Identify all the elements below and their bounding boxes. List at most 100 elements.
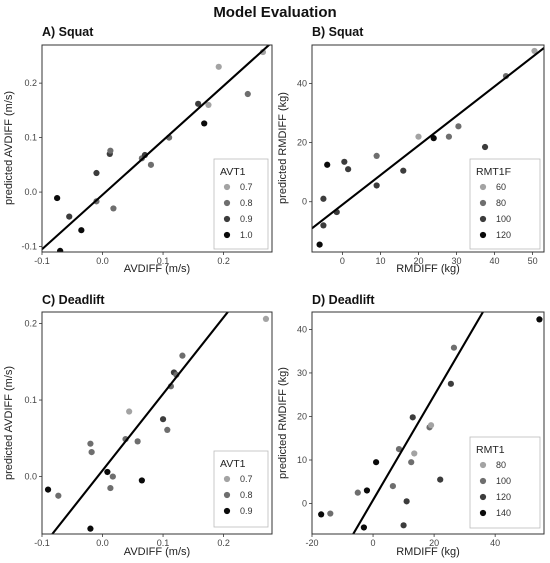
- x-tick-label: 40: [490, 538, 500, 548]
- y-tick-label: 40: [297, 78, 307, 88]
- data-point: [134, 438, 141, 445]
- fit-line: [352, 312, 484, 534]
- data-point: [373, 152, 380, 159]
- legend-key: [223, 491, 231, 499]
- panel-title: A) Squat: [42, 25, 94, 39]
- panel-3: C) Deadlift -0.1 0.0 0.1 0.2 0.0 0.1 0.2 AVDIFF …: [3, 293, 273, 558]
- y-tick-label: 20: [297, 411, 307, 421]
- legend-key: [223, 231, 231, 239]
- x-tick-label: -20: [305, 538, 318, 548]
- figure-title: Model Evaluation: [213, 4, 336, 21]
- data-point: [427, 422, 435, 429]
- data-point: [437, 476, 444, 483]
- data-point: [409, 414, 416, 421]
- legend-label: 0.8: [240, 198, 253, 208]
- data-point: [262, 315, 270, 322]
- legend-key: [223, 475, 231, 483]
- x-tick-label: 20: [429, 538, 439, 548]
- data-point: [324, 161, 331, 168]
- data-point: [345, 166, 352, 173]
- data-point: [400, 522, 407, 529]
- data-point: [179, 352, 186, 359]
- legend-label: 80: [496, 460, 506, 470]
- data-point: [57, 247, 64, 252]
- legend-key: [223, 183, 231, 191]
- x-axis-label: RMDIFF (kg): [396, 546, 460, 558]
- points-group: [318, 316, 543, 531]
- y-axis-label: predicted RMDIFF (kg): [277, 367, 289, 479]
- panel-title: C) Deadlift: [42, 293, 105, 307]
- data-point: [360, 524, 367, 531]
- panels-container: A) Squat -0.1 0.0 0.1 0.2 -0.1 0.0 0.1 0.2 AVDIFF…: [3, 25, 545, 558]
- legend-label: 0.9: [240, 214, 253, 224]
- y-tick-label: 0.0: [24, 187, 37, 197]
- data-point: [415, 133, 422, 140]
- legend-key: [479, 493, 487, 501]
- y-tick-label: 0: [302, 499, 307, 509]
- data-point: [403, 498, 410, 505]
- data-point: [395, 446, 403, 453]
- legend-key: [479, 461, 487, 469]
- data-point: [316, 241, 323, 248]
- data-point: [93, 169, 100, 177]
- data-point: [447, 380, 454, 387]
- data-point: [87, 440, 94, 447]
- data-point: [430, 135, 437, 142]
- y-tick-label: 0.1: [24, 133, 37, 143]
- data-point: [363, 487, 371, 494]
- legend-label: 100: [496, 476, 511, 486]
- x-tick-label: 10: [375, 256, 385, 266]
- fit-line-group: [352, 312, 484, 534]
- data-point: [164, 426, 171, 433]
- data-point: [531, 47, 538, 55]
- x-tick-label: 0.0: [96, 256, 109, 266]
- data-point: [195, 100, 202, 107]
- data-point: [320, 222, 327, 229]
- legend-label: 120: [496, 492, 511, 502]
- legend-label: 140: [496, 508, 511, 518]
- y-axis-label: predicted AVDIFF (m/s): [3, 91, 15, 205]
- legend-box: [213, 158, 269, 250]
- panel-title: D) Deadlift: [312, 293, 375, 307]
- x-tick-label: -0.1: [34, 538, 50, 548]
- x-axis-label: AVDIFF (m/s): [124, 263, 190, 275]
- legend-key: [479, 477, 487, 485]
- points-group: [316, 47, 538, 248]
- data-point: [88, 448, 95, 456]
- legend-title: AVT1: [220, 458, 246, 470]
- panel-title: B) Squat: [312, 25, 364, 39]
- legend-label: 0.7: [240, 182, 253, 192]
- legend: RMT1 80 100 120 140: [469, 436, 541, 529]
- legend-label: 120: [496, 230, 511, 240]
- legend-key: [479, 509, 487, 517]
- fit-line: [312, 47, 544, 230]
- y-tick-label: 20: [297, 138, 307, 148]
- fit-line-group: [51, 312, 230, 534]
- data-point: [320, 195, 327, 202]
- legend: AVT1 0.7 0.8 0.9 1.0: [213, 158, 269, 250]
- y-tick-label: 0.0: [24, 472, 37, 482]
- legend-key: [479, 183, 487, 191]
- data-point: [536, 316, 543, 323]
- y-tick-label: 0.1: [24, 395, 37, 405]
- fit-line-group: [312, 47, 544, 230]
- legend-key: [223, 215, 231, 223]
- x-tick-label: 30: [452, 256, 462, 266]
- data-point: [373, 182, 380, 189]
- panel-border: [311, 311, 545, 535]
- data-point: [138, 477, 145, 484]
- x-tick-label: 0.2: [217, 538, 230, 548]
- x-tick-label: 0.1: [157, 256, 170, 266]
- data-point: [109, 473, 116, 480]
- x-tick-label: 20: [413, 256, 423, 266]
- data-point: [201, 120, 208, 127]
- data-point: [44, 486, 52, 493]
- data-point: [107, 147, 114, 154]
- legend-label: 60: [496, 182, 506, 192]
- legend-key: [479, 231, 487, 239]
- x-tick-label: 40: [490, 256, 500, 266]
- legend-key: [223, 507, 231, 515]
- panel-border: [41, 311, 273, 535]
- y-tick-label: 0.2: [24, 318, 37, 328]
